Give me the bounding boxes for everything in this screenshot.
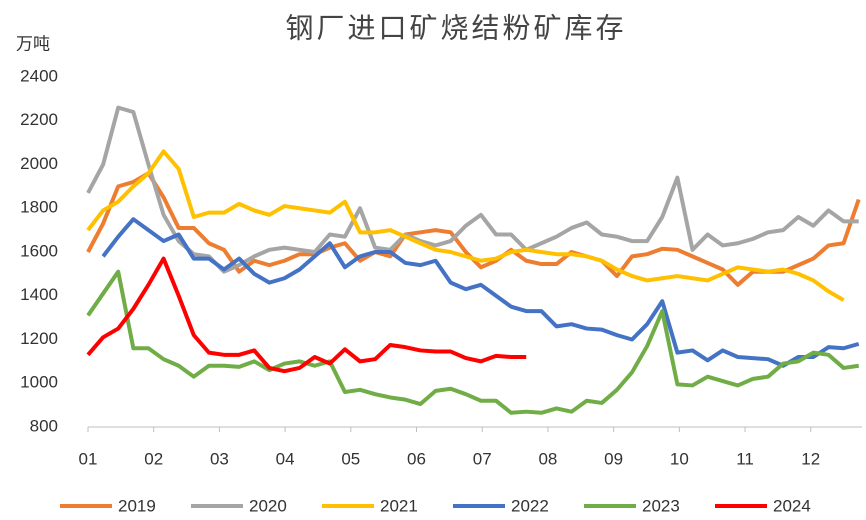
series-line bbox=[86, 269, 860, 415]
y-tick-label: 1000 bbox=[20, 373, 58, 392]
chart-title: 钢厂进口矿烧结粉矿库存 bbox=[285, 12, 626, 45]
y-tick-label: 1200 bbox=[20, 329, 58, 348]
y-tick-label: 2200 bbox=[20, 110, 58, 129]
legend-label: 2023 bbox=[642, 496, 680, 515]
legend-label: 2021 bbox=[380, 496, 418, 515]
x-tick-label: 09 bbox=[604, 449, 623, 468]
x-tick-label: 11 bbox=[736, 449, 754, 468]
y-axis-label: 万吨 bbox=[16, 34, 50, 53]
x-tick-label: 06 bbox=[407, 449, 426, 468]
legend-label: 2022 bbox=[511, 496, 549, 515]
y-tick-label: 800 bbox=[30, 416, 58, 435]
y-tick-label: 1400 bbox=[20, 285, 58, 304]
x-tick-label: 07 bbox=[473, 449, 492, 468]
x-tick-label: 12 bbox=[801, 449, 820, 468]
y-tick-label: 2000 bbox=[20, 154, 58, 173]
x-tick-label: 03 bbox=[210, 449, 229, 468]
x-tick-label: 02 bbox=[144, 449, 163, 468]
x-tick-label: 10 bbox=[670, 449, 689, 468]
legend-label: 2020 bbox=[249, 496, 287, 515]
y-tick-label: 2400 bbox=[20, 66, 58, 85]
series-line bbox=[101, 217, 860, 368]
legend-label: 2019 bbox=[118, 496, 156, 515]
y-tick-label: 1600 bbox=[20, 241, 58, 260]
x-tick-label: 01 bbox=[79, 449, 98, 468]
y-tick-label: 1800 bbox=[20, 198, 58, 217]
x-tick-label: 08 bbox=[538, 449, 557, 468]
legend-label: 2024 bbox=[773, 496, 811, 515]
series-line bbox=[86, 256, 527, 374]
series-line bbox=[86, 149, 845, 302]
x-tick-label: 05 bbox=[341, 449, 360, 468]
x-tick-label: 04 bbox=[276, 449, 295, 468]
series-line bbox=[86, 105, 859, 274]
